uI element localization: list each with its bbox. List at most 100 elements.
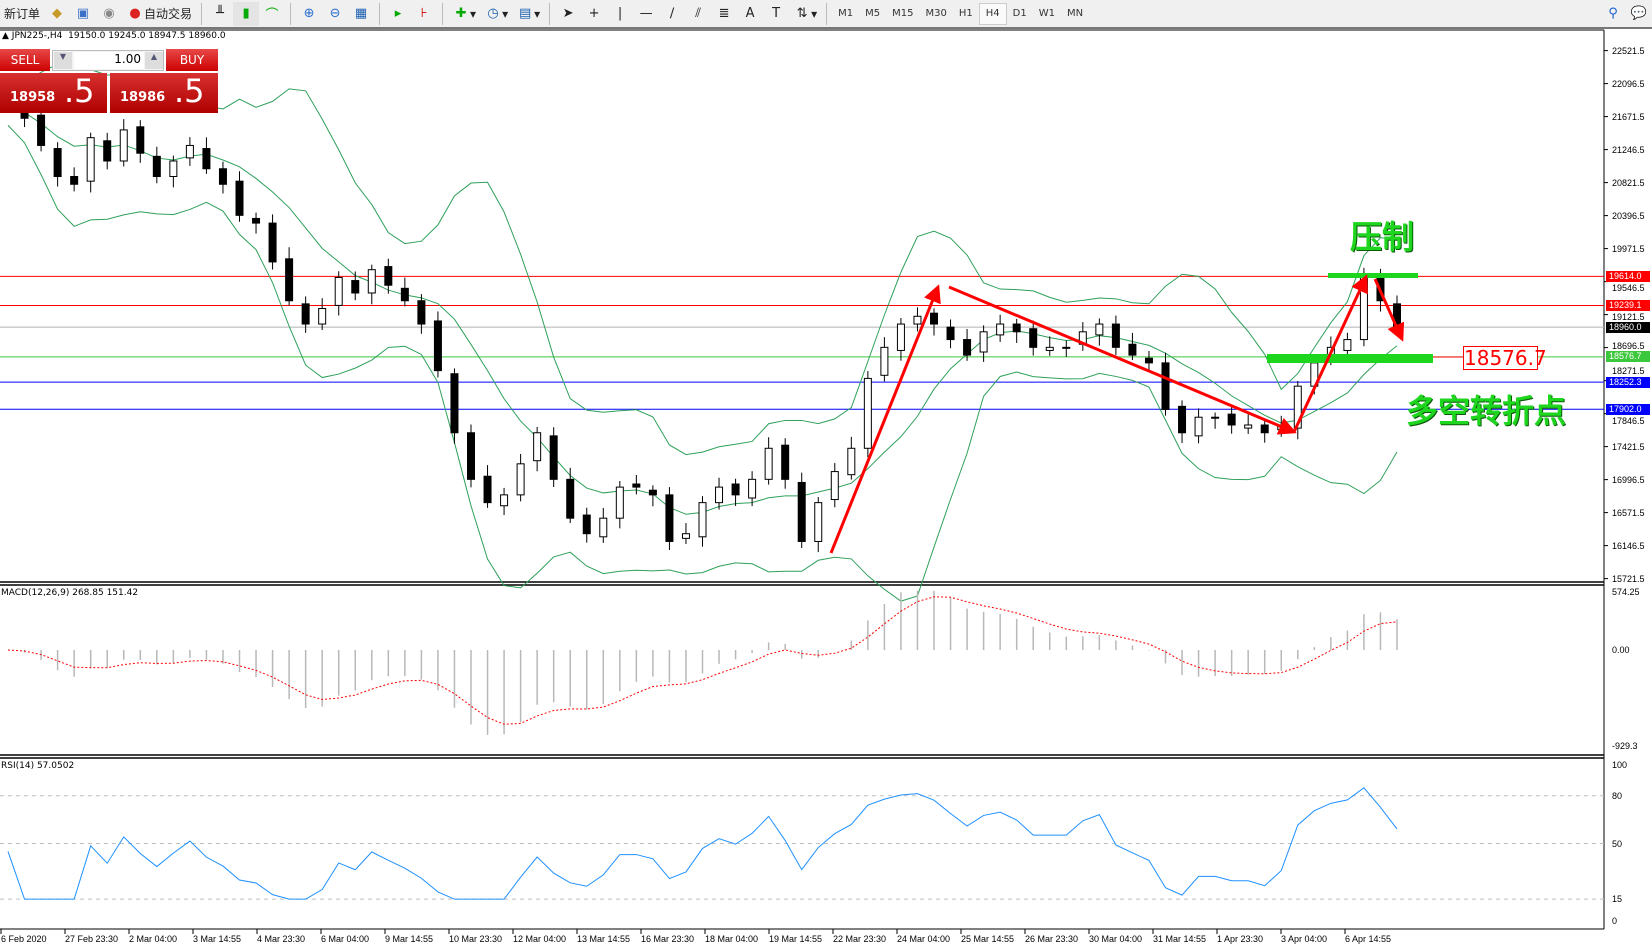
level-price-tag: 19614.0 [1606,270,1650,282]
horizontal-line-button[interactable]: — [633,2,659,26]
bullish-candle [847,447,856,476]
bollinger-middle-band [7,106,1398,515]
timeframe-m5[interactable]: M5 [865,8,881,19]
cursor-button[interactable]: ➤ [555,2,581,26]
timeframe-w1[interactable]: W1 [1038,8,1055,19]
new-order-label: 新订单 [4,7,41,21]
folder-icon: ◆ [52,6,63,21]
lot-input[interactable]: 1.00 [74,52,144,69]
time-tick-label: 13 Mar 14:55 [577,934,631,944]
zoom-out-icon: ⊖ [329,6,341,21]
cursor-icon: ➤ [562,6,574,21]
bearish-candle [582,514,591,535]
text-button[interactable]: A [737,2,763,26]
timeframe-m30[interactable]: M30 [925,8,947,19]
timeframe-m1[interactable]: M1 [838,8,854,19]
bullish-candle [863,377,872,449]
zoom-out-button[interactable]: ⊖ [322,2,348,26]
bullish-candle [367,269,376,294]
candlestick-icon: ▮ [242,6,250,21]
add-indicator-icon: ✚ [455,6,467,21]
lot-increase-button[interactable]: ▲ [145,52,163,69]
sell-price-fraction: .5 [64,72,95,110]
timeframe-h4[interactable]: H4 [978,2,1007,25]
timeframe-mn[interactable]: MN [1066,8,1084,19]
bearish-candle [930,312,938,325]
bearish-candle [1111,323,1120,348]
history-button[interactable]: ◆ [44,2,70,26]
timeframe-h1[interactable]: H1 [958,8,973,19]
bearish-candle [566,478,575,519]
auto-scroll-button[interactable]: ▸ [385,2,411,26]
templates-button[interactable]: ▤ ▾ [512,2,544,26]
bearish-candle [433,320,442,372]
text-icon: A [745,6,755,21]
symbol-label: JPN225-,H4 [11,31,63,41]
periods-button[interactable]: ◷ ▾ [480,2,512,26]
terminal-button[interactable]: ▣ [70,2,96,26]
up-trend-arrow [1292,274,1368,433]
search-button[interactable]: ⚲ [1600,2,1626,26]
bullish-candle [880,346,889,376]
trendline-icon: ∕ [669,6,675,21]
zoom-in-icon: ⊕ [303,6,315,21]
new-order-button[interactable]: 新订单 [0,2,44,26]
line-chart-button[interactable]: ⌒ [259,2,285,26]
arrows-button[interactable]: ⇅ ▾ [789,2,821,26]
sell-button[interactable]: SELL [0,49,50,71]
text-label-button[interactable]: T [763,2,789,26]
bearish-candle [252,217,261,224]
toolbar: 新订单 ◆ ▣ ◉ ● 自动交易 ╨ ▮ ⌒ ⊕ ⊖ ▦ ▸ ⊦ ✚ ▾ ◷ ▾ ▤ ▾… [0,0,1652,29]
bearish-candle [483,475,492,504]
bar-chart-button[interactable]: ╨ [207,2,233,26]
macd-signal-line [7,596,1398,725]
bearish-candle [946,326,955,341]
bullish-candle [1095,323,1104,336]
bearish-candle [797,481,806,542]
sell-price-main: 18958 [10,90,56,105]
chat-button[interactable]: 💬 [1626,2,1652,26]
rsi-title: RSI(14) 57.0502 [1,761,75,771]
equidistant-channel-button[interactable]: ⫽ [685,2,711,26]
bollinger-upper-band [7,63,1398,456]
time-tick-label: 16 Mar 23:30 [641,934,695,944]
rsi-tick-label: 100 [1612,760,1628,770]
price-tick-label: 21671.5 [1612,111,1645,122]
zoom-in-button[interactable]: ⊕ [296,2,322,26]
price-tick-label: 19546.5 [1612,282,1645,293]
timeframe-m15[interactable]: M15 [892,8,914,19]
chart-shift-icon: ⊦ [420,6,428,21]
bearish-candle [351,280,360,294]
auto-trading-button[interactable]: ● 自动交易 [122,2,196,26]
trendline-button[interactable]: ∕ [659,2,685,26]
time-tick-label: 1 Apr 23:30 [1217,934,1264,944]
bullish-candle [119,129,128,162]
tile-windows-button[interactable]: ▦ [348,2,374,26]
chart-shift-button[interactable]: ⊦ [411,2,437,26]
vertical-line-button[interactable]: | [607,2,633,26]
lot-decrease-button[interactable]: ▼ [54,52,72,69]
buy-price-button[interactable]: 18986 .5 [110,72,218,113]
bearish-candle [202,148,211,170]
time-tick-label: 6 Apr 14:55 [1345,934,1392,944]
up-trend-arrow [829,284,941,554]
bearish-candle [963,339,972,356]
text-label-icon: T [772,6,781,21]
fibonacci-button[interactable]: ≣ [711,2,737,26]
bullish-candle [1045,346,1054,351]
candlestick-button[interactable]: ▮ [233,1,260,26]
macd-title: MACD(12,26,9) 268.85 151.42 [1,588,139,598]
sell-price-button[interactable]: 18958 .5 [0,72,107,113]
search-icon: ⚲ [1608,6,1618,21]
crosshair-button[interactable]: + [581,2,607,26]
arrows-icon: ⇅ [796,6,808,21]
indicators-button[interactable]: ✚ ▾ [448,2,480,26]
bullish-candle [764,447,773,480]
bearish-candle [781,444,790,480]
buy-button[interactable]: BUY [166,49,218,71]
signals-button[interactable]: ◉ [96,2,122,26]
crosshair-icon: + [588,6,600,21]
buy-price-main: 18986 [120,90,166,105]
timeframe-d1[interactable]: D1 [1012,8,1027,19]
